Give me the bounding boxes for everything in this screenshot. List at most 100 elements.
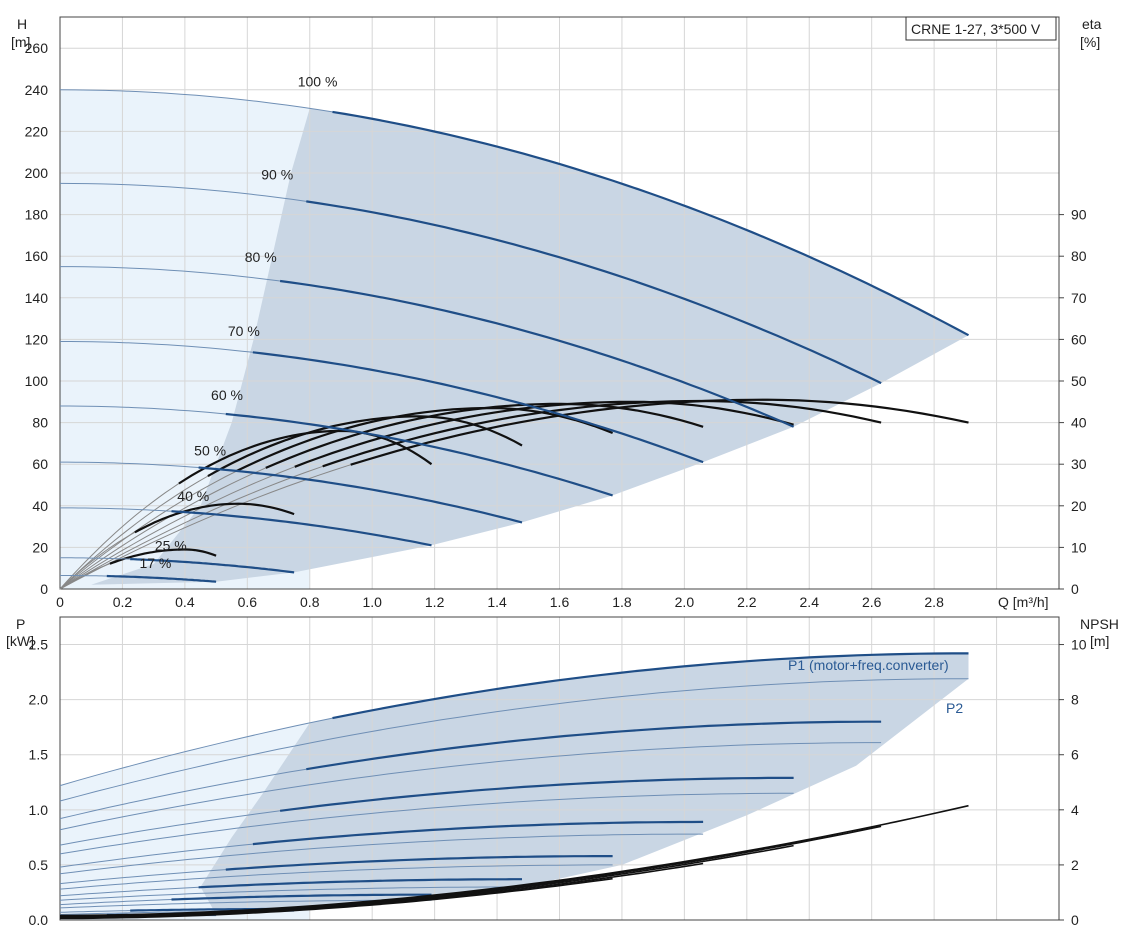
- x-axis-label-top: Q [m³/h]: [998, 594, 1049, 610]
- head-curve: [332, 110, 970, 337]
- y-tick-label-head: 260: [25, 40, 49, 56]
- p2-curve: [59, 678, 969, 802]
- p2-curve: [59, 886, 523, 901]
- head-curve: [171, 510, 432, 547]
- efficiency-curve: [350, 398, 969, 466]
- y-axis-unit-power: [kW]: [6, 633, 34, 649]
- y-axis-label-npsh: NPSH: [1080, 616, 1119, 632]
- p1-curve: [252, 820, 704, 846]
- plot-frame-bottom: [59, 616, 1060, 921]
- speed-label: 17 %: [139, 555, 171, 571]
- y-axis-label-head: H: [17, 16, 27, 32]
- y-tick-label-head: 200: [25, 165, 49, 181]
- efficiency-curve: [207, 415, 523, 478]
- npsh-curve: [60, 844, 794, 918]
- y-axis-unit-npsh: [m]: [1090, 633, 1109, 649]
- p2-curve: [59, 864, 613, 890]
- y-axis-unit-head: [m]: [11, 34, 30, 50]
- efficiency-curve: [236, 406, 614, 472]
- p1-curve: [198, 878, 522, 889]
- y-tick-label-eta: 80: [1071, 248, 1087, 264]
- x-tick-label: 2.8: [924, 594, 944, 610]
- head-efficiency-plot: 0 0.2 0.4 0.6 0.8 1.0 1.2 1.4 1.6 1.8 2.0 2.2 2.4 2.6…: [25, 16, 1087, 610]
- y-axis-label-power: P: [16, 616, 25, 632]
- x-tick-label: 0.2: [113, 594, 133, 610]
- y-tick-label-npsh: 4: [1071, 802, 1079, 818]
- y-tick-label-eta: 60: [1071, 331, 1087, 347]
- chart-title: CRNE 1-27, 3*500 V: [911, 21, 1041, 37]
- y-tick-label-head: 180: [25, 207, 49, 223]
- y-tick-label-head: 140: [25, 290, 49, 306]
- y-tick-label-power: 2.0: [29, 692, 49, 708]
- head-curve: [130, 558, 295, 574]
- y-tick-label-head: 40: [32, 498, 48, 514]
- speed-label: 100 %: [298, 74, 338, 90]
- y-tick-label-power: 2.5: [29, 637, 49, 653]
- y-tick-label-eta: 90: [1071, 207, 1087, 223]
- y-tick-label-eta: 0: [1071, 581, 1079, 597]
- y-tick-label-head: 0: [40, 581, 48, 597]
- npsh-curve: [59, 825, 882, 918]
- p1-curve: [171, 893, 432, 901]
- efficiency-curve: [178, 429, 433, 485]
- p2-series-label: P2: [946, 700, 963, 716]
- y-tick-label-head: 120: [25, 331, 49, 347]
- x-tick-label: 1.2: [425, 594, 445, 610]
- x-tick-label: 2.4: [800, 594, 820, 610]
- power-npsh-plot: 0.0 0.5 1.0 1.5 2.0 2.5 0 2 4 6 8 10: [29, 616, 1087, 928]
- head-curve: [225, 412, 613, 497]
- y-tick-label-eta: 10: [1071, 539, 1087, 555]
- p2-curve: [59, 742, 882, 831]
- x-tick-label: 2.2: [737, 594, 757, 610]
- plot-frame-top: [59, 16, 1060, 590]
- speed-label: 60 %: [211, 387, 243, 403]
- p2-curve: [59, 833, 704, 875]
- npsh-curve: [60, 804, 969, 917]
- y-tick-label-head: 20: [32, 539, 48, 555]
- x-tick-label: 0.4: [175, 594, 195, 610]
- p1-curve: [332, 652, 969, 720]
- speed-label: 25 %: [155, 537, 187, 553]
- y-tick-label-npsh: 6: [1071, 747, 1079, 763]
- title-box: CRNE 1-27, 3*500 V: [905, 16, 1057, 41]
- y-tick-label-power: 1.0: [29, 802, 49, 818]
- x-tick-label: 0.8: [300, 594, 320, 610]
- y-tick-label-npsh: 8: [1071, 692, 1079, 708]
- x-tick-label: 1.4: [487, 594, 507, 610]
- x-tick-label: 1.8: [612, 594, 632, 610]
- npsh-curve: [60, 877, 613, 920]
- head-curve: [198, 466, 523, 524]
- y-tick-label-eta: 20: [1071, 498, 1087, 514]
- y-tick-label-eta: 70: [1071, 290, 1087, 306]
- y-tick-label-head: 100: [25, 373, 49, 389]
- y-tick-label-power: 0.0: [29, 912, 49, 928]
- efficiency-curve: [294, 400, 794, 468]
- x-tick-label: 1.0: [362, 594, 382, 610]
- y-tick-label-head: 160: [25, 248, 49, 264]
- y-tick-label-head: 80: [32, 415, 48, 431]
- x-tick-label: 1.6: [550, 594, 570, 610]
- head-curve: [106, 574, 217, 583]
- head-curve: [279, 279, 795, 428]
- y-tick-label-head: 60: [32, 456, 48, 472]
- y-tick-label-power: 1.5: [29, 747, 49, 763]
- p2-curve: [59, 792, 794, 855]
- y-tick-label-eta: 40: [1071, 415, 1087, 431]
- speed-label: 50 %: [194, 443, 226, 459]
- p1-series-label: P1 (motor+freq.converter): [788, 657, 949, 673]
- y-axis-unit-eta: [%]: [1080, 34, 1100, 50]
- y-tick-label-head: 240: [25, 82, 49, 98]
- y-axis-label-eta: eta: [1082, 16, 1102, 32]
- head-curve: [306, 200, 882, 385]
- y-tick-label-eta: 30: [1071, 456, 1087, 472]
- speed-label: 90 %: [261, 166, 293, 182]
- x-tick-label: 2.0: [675, 594, 695, 610]
- operating-range: [91, 108, 969, 585]
- y-tick-label-head: 220: [25, 123, 49, 139]
- head-curve: [252, 351, 704, 464]
- y-tick-label-npsh: 10: [1071, 637, 1087, 653]
- efficiency-curve: [109, 548, 217, 565]
- y-tick-label-npsh: 2: [1071, 857, 1079, 873]
